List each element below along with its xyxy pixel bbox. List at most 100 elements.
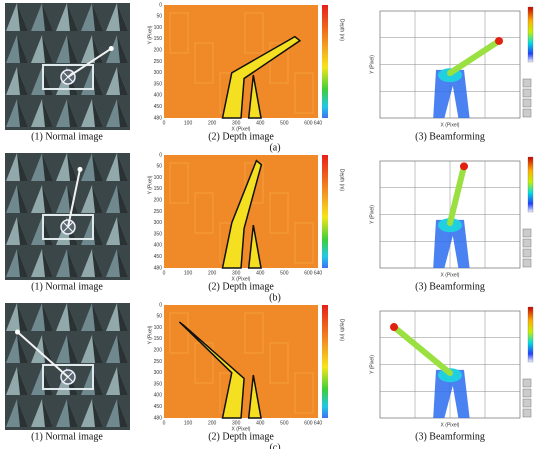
acoustic-wedge-shadow (92, 335, 103, 363)
y-tick-label: 50 (156, 14, 162, 20)
acoustic-wedge-shadow (117, 67, 128, 95)
y-tick-label: 450 (154, 404, 163, 410)
acoustic-wedge-shadow (42, 303, 53, 331)
panel-caption: (2) Depth image (208, 431, 274, 442)
x-tick-label: 640 (314, 420, 323, 426)
acoustic-wedge-shadow (17, 399, 28, 427)
x-tick-label: 100 (184, 120, 193, 126)
beam-arm (447, 37, 502, 77)
y-tick-label: 350 (154, 231, 163, 237)
acoustic-wedge-shadow (117, 217, 128, 245)
acoustic-wedge-shadow (17, 367, 28, 395)
panel-caption: (2) Depth image (208, 281, 274, 292)
depth-texture (194, 192, 214, 234)
y-axis-label: Y (Pixel) (147, 325, 153, 344)
y-tick-label: 100 (154, 325, 163, 331)
depth-arm (178, 321, 262, 419)
x-tick-label: 100 (184, 270, 193, 276)
toolbar-icon (522, 258, 532, 268)
x-tick-label: 600 (304, 120, 313, 126)
depth-texture (294, 222, 314, 264)
x-axis-label: X (Pixel) (232, 126, 251, 132)
acoustic-wedge-shadow (17, 249, 28, 277)
beam-source (460, 162, 468, 171)
acoustic-wedge-shadow (67, 99, 78, 127)
depth-texture (269, 342, 289, 384)
acoustic-wedge-shadow (92, 399, 103, 427)
arm-tip (108, 46, 114, 52)
toolbar-icon (522, 388, 532, 398)
beam-arm (391, 324, 453, 377)
acoustic-wedge-shadow (17, 217, 28, 245)
array-frame (42, 364, 94, 390)
acoustic-wedge-shadow (117, 303, 128, 331)
panel-caption: (3) Beamforming (415, 131, 485, 142)
x-axis-label: X (Pixel) (232, 276, 251, 282)
colorbar-label: Depth (m) (339, 169, 345, 192)
acoustic-wedge-shadow (117, 249, 128, 277)
y-tick-label: 0 (159, 2, 162, 8)
x-tick-label: 0 (163, 270, 166, 276)
y-tick-label: 200 (154, 348, 163, 354)
toolbar-icon (522, 88, 532, 98)
acoustic-wedge-shadow (117, 185, 128, 213)
depth-texture (244, 162, 264, 204)
y-tick-label: 400 (154, 393, 163, 399)
depth-texture (244, 312, 264, 354)
depth-arm (221, 35, 302, 119)
y-tick-label: 150 (154, 186, 163, 192)
y-tick-label: 150 (154, 36, 163, 42)
y-tick-label: 300 (154, 70, 163, 76)
x-tick-label: 300 (232, 420, 241, 426)
x-tick-label: 500 (280, 120, 289, 126)
panel-caption: (1) Normal image (31, 431, 103, 442)
acoustic-wedge-shadow (67, 399, 78, 427)
depth-texture (194, 42, 214, 84)
y-tick-label: 400 (154, 93, 163, 99)
colorbar-label: Depth (m) (339, 319, 345, 342)
depth-texture (269, 42, 289, 84)
y-tick-label: 100 (154, 175, 163, 181)
toolbar-icon (522, 378, 532, 388)
y-tick-label: 300 (154, 220, 163, 226)
acoustic-wedge-shadow (67, 153, 78, 181)
y-tick-label: 0 (159, 152, 162, 158)
x-axis-label: X (Pixel) (232, 426, 251, 432)
toolbar-icon (522, 408, 532, 418)
acoustic-wedge-shadow (67, 35, 78, 63)
y-tick-label: 200 (154, 198, 163, 204)
row-label: (c) (269, 442, 280, 449)
acoustic-wedge-shadow (117, 35, 128, 63)
x-tick-label: 300 (232, 270, 241, 276)
x-tick-label: 500 (280, 420, 289, 426)
x-axis-label: X (Pixel) (441, 422, 460, 428)
depth-colorbar (322, 305, 328, 418)
arm-tip (15, 329, 20, 335)
depth-colorbar (322, 5, 328, 118)
acoustic-wedge-shadow (17, 3, 28, 31)
beam-source (495, 36, 503, 45)
acoustic-wedge-shadow (67, 249, 78, 277)
x-axis-label: X (Pixel) (441, 122, 460, 128)
panel-caption: (2) Depth image (208, 131, 274, 142)
row-label: (a) (269, 142, 280, 153)
toolbar-icon (522, 228, 532, 238)
x-tick-label: 600 (304, 270, 313, 276)
y-tick-label: 350 (154, 81, 163, 87)
beam-arm (447, 163, 467, 227)
array-frame (42, 214, 94, 240)
depth-colorbar (322, 155, 328, 268)
y-tick-label: 300 (154, 370, 163, 376)
y-tick-label: 350 (154, 381, 163, 387)
x-tick-label: 640 (314, 270, 323, 276)
colorbar-label: Depth (m) (339, 19, 345, 42)
beam-body (433, 369, 470, 418)
beam-colorbar (527, 306, 534, 363)
x-tick-label: 0 (163, 120, 166, 126)
x-tick-label: 600 (304, 420, 313, 426)
y-tick-label: 480 (154, 265, 163, 271)
y-axis-label: Y (Pixel) (147, 175, 153, 194)
y-tick-label: 400 (154, 243, 163, 249)
acoustic-wedge-shadow (17, 35, 28, 63)
